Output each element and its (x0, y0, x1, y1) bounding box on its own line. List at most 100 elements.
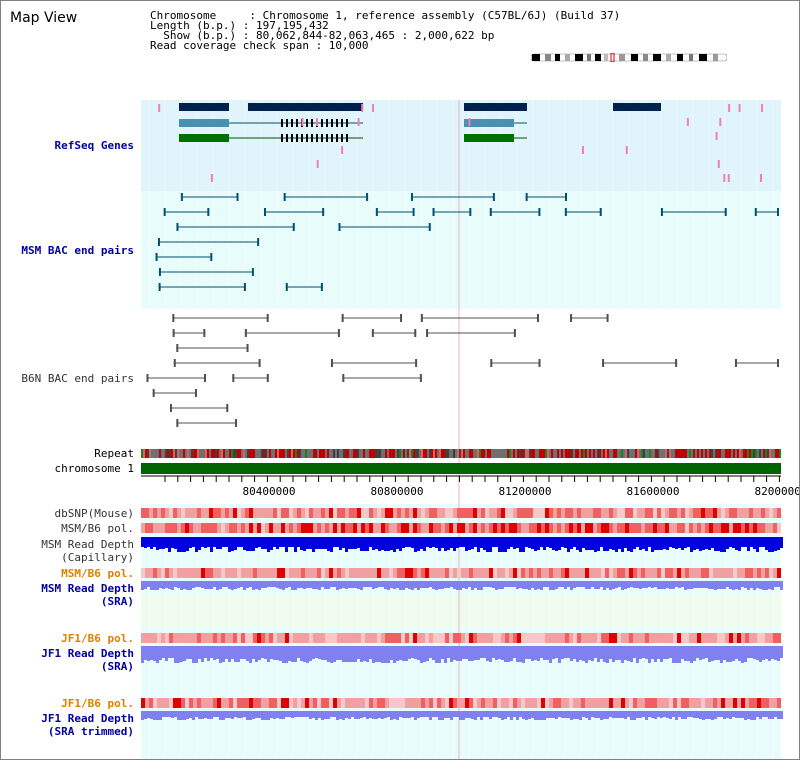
depth-bar (426, 711, 429, 717)
heat-mark (761, 568, 765, 578)
heat-mark (573, 633, 577, 643)
repeat-mark (635, 449, 637, 458)
depth-bar (456, 646, 459, 661)
msm-bac-end (366, 193, 369, 201)
heat-mark (565, 568, 569, 578)
track-label-refseq-genes[interactable]: RefSeq Genes (54, 139, 134, 152)
depth-bar (444, 646, 447, 663)
heat-mark (585, 523, 589, 533)
heat-mark (557, 568, 561, 578)
repeat-mark (173, 449, 175, 458)
depth-bar (183, 581, 186, 589)
depth-bar (594, 581, 597, 589)
heat-mark (517, 508, 521, 518)
depth-bar (519, 537, 522, 552)
depth-bar (144, 537, 147, 548)
depth-bar (294, 711, 297, 717)
heat-mark (613, 698, 617, 708)
depth-bar (780, 581, 783, 590)
depth-bar (186, 711, 189, 719)
heat-mark (761, 698, 765, 708)
repeat-mark (315, 449, 317, 458)
heat-mark (625, 698, 629, 708)
heat-mark (745, 698, 749, 708)
heat-mark (369, 523, 373, 533)
depth-bar (657, 581, 660, 589)
depth-bar (207, 646, 210, 661)
depth-bar (645, 711, 648, 720)
heat-mark (757, 568, 761, 578)
heat-mark (389, 568, 393, 578)
heat-mark (385, 568, 389, 578)
track-label-b6n-bac[interactable]: B6N BAC end pairs (21, 372, 134, 385)
heat-mark (665, 698, 669, 708)
heat-mark (773, 523, 777, 533)
heat-mark (689, 568, 693, 578)
refseq-exon (316, 134, 318, 142)
msm-bac-end (180, 193, 183, 201)
heat-mark (185, 508, 189, 518)
repeat-mark (549, 449, 551, 458)
heat-mark (377, 568, 381, 578)
depth-bar (720, 537, 723, 552)
heat-mark (701, 523, 705, 533)
heat-mark (469, 698, 473, 708)
heat-mark (461, 568, 465, 578)
depth-bar (384, 581, 387, 589)
depth-bar (738, 537, 741, 551)
depth-bar (507, 581, 510, 587)
depth-bar (666, 711, 669, 718)
depth-bar (381, 646, 384, 663)
depth-bar (291, 646, 294, 662)
heat-mark (229, 698, 233, 708)
depth-bar (204, 711, 207, 718)
heat-mark (365, 568, 369, 578)
track-label-msm-bac[interactable]: MSM BAC end pairs (21, 244, 134, 257)
heat-mark (601, 523, 605, 533)
heat-mark (181, 698, 185, 708)
heat-mark (341, 568, 345, 578)
repeat-mark (155, 449, 157, 458)
repeat-mark (733, 449, 735, 458)
depth-bar (570, 646, 573, 661)
heat-mark (253, 633, 257, 643)
depth-bar (513, 646, 516, 658)
heat-mark (573, 508, 577, 518)
heat-mark (593, 568, 597, 578)
depth-bar (156, 711, 159, 720)
depth-bar (213, 537, 216, 547)
depth-bar (222, 646, 225, 662)
heat-mark (769, 698, 773, 708)
heat-mark (645, 568, 649, 578)
heat-mark (457, 568, 461, 578)
depth-bar (201, 581, 204, 588)
heat-mark (469, 633, 473, 643)
msm-sra-empty-bg (141, 594, 781, 627)
repeat-mark (417, 449, 419, 458)
depth-bar (732, 646, 735, 661)
heat-mark (769, 523, 773, 533)
depth-bar (435, 711, 438, 717)
heat-mark (701, 633, 705, 643)
repeat-mark (761, 449, 763, 458)
chromosome-ideogram[interactable] (531, 53, 727, 62)
heat-mark (641, 508, 645, 518)
heat-mark (561, 523, 565, 533)
heat-mark (637, 633, 641, 643)
depth-bar (768, 537, 771, 552)
depth-bar (243, 581, 246, 590)
repeat-mark (707, 449, 709, 458)
heat-mark (469, 568, 473, 578)
depth-bar (630, 711, 633, 720)
repeat-mark (719, 449, 721, 458)
heat-mark (513, 633, 517, 643)
repeat-mark (455, 449, 457, 458)
depth-bar (186, 581, 189, 590)
heat-mark (765, 633, 769, 643)
heat-mark (349, 508, 353, 518)
depth-bar (252, 646, 255, 659)
heat-mark (501, 698, 505, 708)
track-label-jf1-pol-2: JF1/B6 pol. (61, 697, 134, 710)
depth-bar (606, 581, 609, 588)
